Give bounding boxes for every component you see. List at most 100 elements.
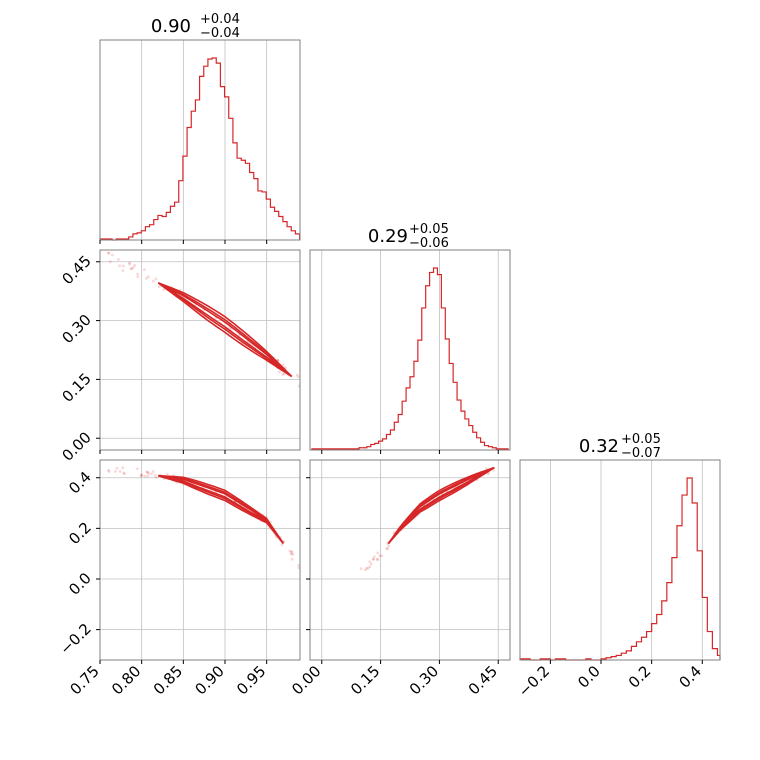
- ytick-label-2-2: 0.2: [65, 518, 95, 548]
- scatter-point-0-61: [111, 253, 114, 257]
- contour-2-0: [387, 466, 495, 545]
- scatter-point-2-9: [369, 562, 373, 566]
- scatter-point-0-77: [151, 279, 155, 283]
- scatter-point-1-35: [107, 470, 111, 473]
- scatter-point-0-69: [128, 261, 131, 265]
- panel-frame-0-0: [99, 39, 301, 241]
- ytick-label-2-3: 0.4: [65, 468, 95, 498]
- scatter-point-0-51: [108, 260, 112, 264]
- scatter-point-2-25: [368, 560, 372, 564]
- scatter-point-2-32: [376, 558, 380, 562]
- xtick-label-0-3: 0.90: [191, 662, 227, 698]
- contour-2-1: [387, 466, 495, 545]
- contour-0-2: [157, 282, 293, 378]
- scatter-point-1-37: [151, 470, 155, 473]
- scatter-point-0-17: [136, 272, 140, 276]
- scatter-point-0-47: [133, 263, 137, 267]
- frame-layer: [99, 39, 721, 661]
- title-param-2-minus: −0.07: [621, 446, 661, 461]
- scatter-point-0-73: [297, 375, 300, 379]
- xtick-label-0-1: 0.80: [108, 662, 144, 698]
- scatter-point-1-68: [107, 469, 110, 472]
- scatter-point-1-19: [143, 474, 147, 478]
- title-param-1-plus: +0.05: [409, 222, 449, 237]
- xtick-label-1-2: 0.30: [406, 662, 442, 698]
- scatter-point-1-49: [290, 550, 294, 553]
- scatter-point-0-1: [162, 288, 166, 291]
- scatter-point-0-11: [130, 267, 134, 271]
- scatter-point-1-73: [140, 474, 144, 477]
- scatter-point-1-25: [118, 470, 122, 473]
- scatter-point-1-12: [290, 557, 294, 561]
- scatter-point-2-84: [375, 557, 379, 561]
- scatter-point-2-80: [371, 558, 375, 561]
- title-param-2-median: 0.32: [579, 436, 619, 457]
- scatter-point-0-62: [143, 268, 146, 271]
- scatter-point-1-54: [146, 474, 150, 478]
- scatter-point-0-75: [154, 277, 158, 281]
- scatter-point-1-84: [155, 476, 158, 479]
- scatter-point-0-41: [128, 262, 132, 266]
- scatter-point-2-73: [387, 544, 391, 548]
- scatter-point-1-29: [147, 471, 151, 475]
- scatter-point-2-17: [372, 557, 375, 561]
- contour-1-1: [158, 474, 284, 544]
- panel-frame-2-2: [519, 459, 721, 661]
- scatter-point-1-30: [139, 474, 143, 478]
- title-param-2: 0.32: [579, 436, 619, 457]
- contour-1-0: [158, 474, 284, 545]
- panel-frame-1-1: [309, 249, 511, 451]
- scatter-point-1-9: [121, 466, 125, 470]
- scatter-point-1-78: [290, 552, 293, 556]
- xtick-label-1-1: 0.15: [347, 662, 383, 698]
- scatter-point-0-0: [106, 251, 110, 255]
- scatter-point-0-70: [132, 266, 135, 269]
- scatter-point-1-16: [122, 471, 126, 475]
- scatter-point-0-64: [158, 285, 161, 289]
- scatter-point-0-58: [129, 267, 133, 270]
- grid-layer: [99, 40, 703, 660]
- ytick-label-1-2: 0.30: [58, 311, 94, 347]
- scatter-point-0-43: [136, 275, 140, 279]
- scatter-point-2-33: [359, 567, 363, 570]
- xtick-label-0-2: 0.85: [150, 662, 186, 698]
- scatter-point-2-16: [366, 566, 370, 570]
- ytick-label-1-0: 0.00: [58, 428, 94, 464]
- xtick-label-2-0: −0.2: [515, 662, 553, 700]
- scatter-point-0-42: [121, 264, 125, 268]
- scatter-point-2-38: [492, 468, 495, 472]
- title-param-2-plus: +0.05: [621, 432, 661, 447]
- ytick-label-2-0: −0.2: [56, 620, 94, 658]
- panel-frame-2-1: [309, 459, 511, 661]
- title-param-0-plus: +0.04: [200, 12, 240, 27]
- scatter-point-0-66: [117, 258, 120, 261]
- scatter-point-2-12: [386, 547, 389, 550]
- scatter-point-1-67: [165, 472, 169, 476]
- scatter-point-1-72: [288, 549, 292, 553]
- scatter-point-0-82: [145, 277, 148, 280]
- histogram-param-1: [311, 267, 509, 450]
- panel-frame-2-0: [99, 459, 301, 661]
- xtick-label-1-0: 0.00: [288, 662, 324, 698]
- scatter-point-0-14: [281, 363, 285, 366]
- title-param-1-median: 0.29: [368, 226, 408, 247]
- scatter-point-1-87: [280, 543, 284, 547]
- scatter-point-0-22: [214, 316, 218, 320]
- scatter-point-1-83: [150, 472, 153, 476]
- scatter-point-1-71: [140, 473, 143, 477]
- scatter-point-0-24: [281, 372, 284, 376]
- scatter-point-0-52: [121, 269, 125, 272]
- title-param-1: 0.29: [368, 226, 408, 247]
- contour-2-2: [387, 466, 495, 545]
- ytick-label-1-3: 0.45: [58, 252, 94, 288]
- scatter-point-0-83: [295, 373, 299, 377]
- xtick-label-0-4: 0.95: [233, 662, 269, 698]
- xtick-label-2-1: 0.0: [574, 662, 604, 692]
- title-param-0-median: 0.90: [151, 16, 191, 37]
- scatter-point-2-78: [380, 554, 383, 558]
- xtick-label-2-2: 0.2: [625, 662, 655, 692]
- scatter-point-1-21: [153, 474, 157, 477]
- scatter-point-2-40: [364, 568, 367, 572]
- histogram-param-0: [99, 57, 301, 241]
